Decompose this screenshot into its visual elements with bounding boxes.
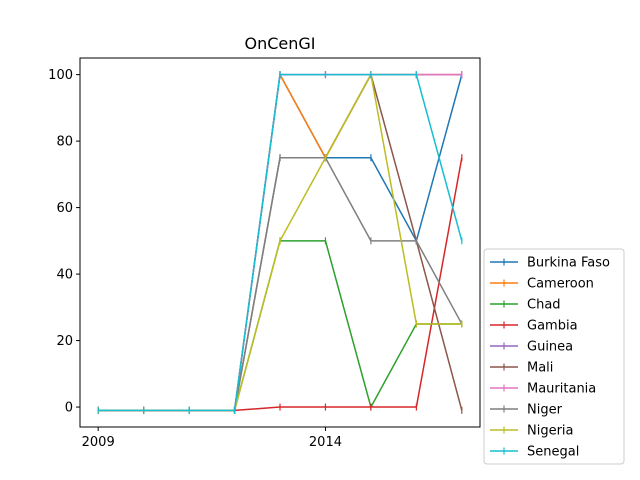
- legend-item: Mali: [490, 361, 553, 376]
- legend-label: Nigeria: [527, 424, 574, 439]
- series-chad: [97, 237, 463, 414]
- legend-item: Niger: [490, 403, 563, 418]
- legend-item: Guinea: [490, 340, 573, 355]
- legend-item: Mauritania: [490, 382, 596, 397]
- legend-label: Cameroon: [527, 277, 594, 292]
- y-tick-label: 100: [48, 68, 73, 83]
- series-line: [98, 156, 463, 412]
- y-tick-label: 20: [56, 334, 73, 349]
- chart-title: OnCenGI: [244, 34, 315, 53]
- y-tick-label: 80: [56, 135, 73, 150]
- y-tick-label: 60: [56, 201, 73, 216]
- legend-item: Senegal: [490, 445, 579, 460]
- x-tick-label: 2009: [82, 435, 115, 450]
- series-senegal: [97, 71, 463, 414]
- legend-box: [483, 248, 625, 465]
- legend-label: Mauritania: [527, 382, 596, 397]
- legend-label: Chad: [527, 298, 561, 313]
- legend: Burkina Faso Cameroon Chad Gambia Guinea Mali…: [483, 248, 625, 465]
- series-gambia: [97, 154, 463, 414]
- legend-label: Mali: [527, 361, 553, 376]
- legend-label: Senegal: [527, 445, 579, 460]
- series-nigeria: [97, 71, 463, 414]
- legend-label: Guinea: [527, 340, 573, 355]
- legend-item: Nigeria: [490, 424, 574, 439]
- legend-item: Cameroon: [490, 277, 594, 292]
- series-line: [98, 157, 463, 412]
- series-line: [98, 240, 462, 412]
- legend-label: Burkina Faso: [527, 256, 610, 271]
- legend-label: Gambia: [527, 319, 578, 334]
- series-niger: [97, 154, 463, 414]
- legend-item: Chad: [490, 298, 561, 313]
- legend-item: Gambia: [490, 319, 578, 334]
- y-tick-label: 0: [65, 401, 73, 416]
- x-tick-label: 2014: [309, 435, 342, 450]
- y-tick-label: 40: [56, 268, 73, 283]
- plot-frame: [79, 57, 481, 428]
- legend-item: Burkina Faso: [490, 256, 610, 271]
- legend-label: Niger: [527, 403, 563, 418]
